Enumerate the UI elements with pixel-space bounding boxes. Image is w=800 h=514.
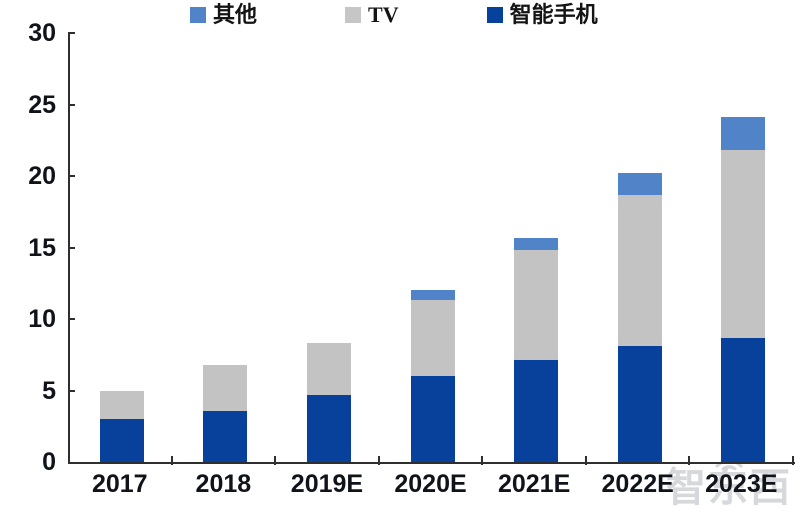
x-axis-label-2021E: 2021E (497, 470, 571, 498)
y-axis-label: 25 (28, 90, 56, 119)
legend-label: 智能手机 (509, 2, 598, 27)
y-axis-label: 30 (28, 19, 56, 47)
bar-segment-TV (99, 390, 144, 420)
y-axis-tick (68, 32, 75, 34)
x-axis-labels: 2017 2018 2019E 2020E 2021E 2022E 2023E (68, 472, 793, 497)
x-axis-label-2022E: 2022E (601, 470, 674, 498)
x-axis-tick (274, 456, 277, 465)
y-axis-label: 15 (28, 233, 56, 262)
bar-segment-智能手机 (99, 419, 144, 462)
stacked-bar (203, 364, 248, 462)
bar-segment-其他 (410, 290, 455, 301)
y-axis-tick (68, 175, 75, 177)
bar-column-2017 (70, 33, 174, 462)
bar-segment-TV (617, 194, 662, 347)
y-axis-label: 10 (28, 305, 56, 333)
legend-item-0: 其他 (190, 4, 257, 26)
bar-column-2023E (691, 33, 795, 462)
x-axis-tick (481, 456, 484, 465)
legend-item-2: 智能手机 (486, 2, 598, 27)
x-axis-tick (792, 456, 794, 465)
bar-segment-TV (203, 364, 248, 411)
stacked-bar (514, 237, 559, 462)
y-axis-label: 20 (28, 162, 56, 190)
stacked-bar (410, 290, 455, 462)
x-axis-label-2020E: 2020E (394, 470, 467, 498)
bar-segment-其他 (617, 173, 662, 195)
legend-label: TV (368, 2, 399, 27)
legend-swatch-icon (190, 7, 206, 23)
bar-segment-TV (721, 150, 766, 338)
x-axis-label-2019E: 2019E (290, 470, 364, 498)
chart-legend: 其他 TV 智能手机 (190, 4, 598, 26)
bar-column-2018 (174, 33, 278, 462)
x-axis-tick (170, 456, 173, 465)
x-axis-tick (377, 456, 380, 465)
bar-column-2021E (484, 33, 588, 462)
legend-swatch-icon (486, 7, 503, 23)
x-axis-label-2017: 2017 (91, 470, 148, 498)
x-axis-tick (688, 456, 691, 465)
bar-column-2020E (381, 33, 485, 462)
legend-item-1: TV (345, 4, 399, 26)
stacked-bar (617, 173, 662, 462)
stacked-bar (721, 117, 766, 462)
plot-area (68, 33, 795, 464)
y-axis-label: 0 (42, 448, 56, 476)
y-axis-tick (68, 103, 75, 106)
x-axis-label-2023E: 2023E (705, 470, 778, 498)
stacked-bar (306, 343, 351, 462)
bar-segment-TV (514, 250, 559, 361)
bar-segment-智能手机 (203, 410, 248, 462)
bar-segment-其他 (514, 237, 559, 251)
legend-label: 其他 (213, 2, 258, 27)
y-axis-tick (68, 318, 75, 320)
y-axis-label: 5 (42, 376, 56, 405)
bar-segment-TV (306, 343, 351, 395)
bar-segment-其他 (721, 117, 766, 151)
x-axis-tick (584, 456, 587, 465)
stacked-bar (99, 390, 144, 462)
legend-swatch-icon (345, 7, 362, 23)
bar-column-2019E (277, 33, 381, 462)
bar-segment-智能手机 (721, 337, 766, 462)
y-axis-tick (68, 389, 75, 392)
y-axis-tick (68, 246, 75, 249)
bar-column-2022E (588, 33, 692, 462)
bar-segment-智能手机 (514, 360, 559, 462)
bar-segment-TV (410, 300, 455, 377)
bar-segment-智能手机 (306, 394, 351, 462)
x-axis-label-2018: 2018 (195, 470, 252, 498)
bar-segment-智能手机 (410, 376, 455, 462)
bar-segment-智能手机 (617, 346, 662, 462)
